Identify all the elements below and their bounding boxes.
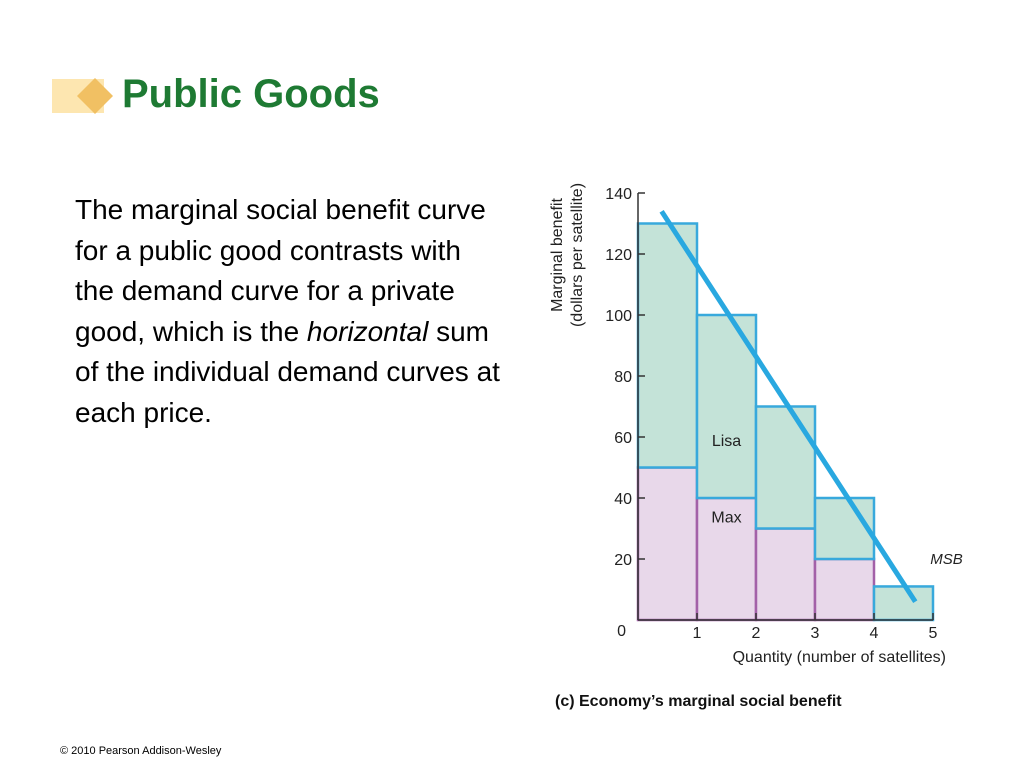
series-label-max: Max (711, 509, 741, 526)
slide-title: Public Goods (122, 72, 380, 116)
y-tick-label-140: 140 (605, 186, 632, 203)
msb-label: MSB (930, 551, 963, 568)
bar-max-1 (636, 466, 699, 622)
body-text-emphasis: horizontal (306, 315, 429, 347)
x-tick-label-5: 5 (929, 625, 938, 642)
bar-lisa-1 (636, 222, 699, 469)
series-label-lisa: Lisa (712, 433, 741, 450)
origin-label: 0 (617, 623, 626, 640)
y-tick-label-20: 20 (614, 552, 632, 569)
y-tick-label-120: 120 (605, 247, 632, 264)
y-tick-label-100: 100 (605, 308, 632, 325)
body-text-part-2: sum of the individual demand curves at e… (75, 315, 500, 428)
copyright-footer: © 2010 Pearson Addison-Wesley (60, 745, 222, 757)
x-tick-label-1: 1 (693, 625, 702, 642)
y-axis-label-line-2: (dollars per satellite) (569, 183, 586, 327)
y-tick-label-80: 80 (614, 369, 632, 386)
title-diamond-icon (52, 78, 113, 114)
msb-chart: 20 40 60 80 100 120 140 0 1 2 3 4 5 Max Lisa MSB Quantit… (549, 183, 963, 710)
bar-max-3 (754, 527, 817, 622)
msb-line (659, 209, 918, 604)
x-axis-label: Quantity (number of satellites) (733, 649, 946, 666)
y-tick-label-40: 40 (614, 491, 632, 508)
text-layer: 20 40 60 80 100 120 140 0 1 2 3 4 5 Max Lisa MSB Quantit… (549, 183, 963, 710)
bar-max-4 (813, 557, 876, 622)
body-text: The marginal social benefit curve for a … (75, 190, 505, 433)
y-axis-label-line-1: Marginal benefit (549, 198, 566, 312)
axes-layer (637, 192, 934, 621)
bar-lisa-4 (813, 496, 876, 561)
bar-lisa-5 (872, 585, 935, 622)
line-layer (659, 209, 918, 604)
body-text-part-1: The marginal social benefit curve for a … (75, 194, 486, 347)
chart-caption: (c) Economy’s marginal social benefit (555, 693, 842, 710)
x-tick-label-4: 4 (870, 625, 879, 642)
x-tick-label-2: 2 (752, 625, 761, 642)
y-tick-label-60: 60 (614, 430, 632, 447)
bar-lisa-3 (754, 405, 817, 530)
x-tick-label-3: 3 (811, 625, 820, 642)
